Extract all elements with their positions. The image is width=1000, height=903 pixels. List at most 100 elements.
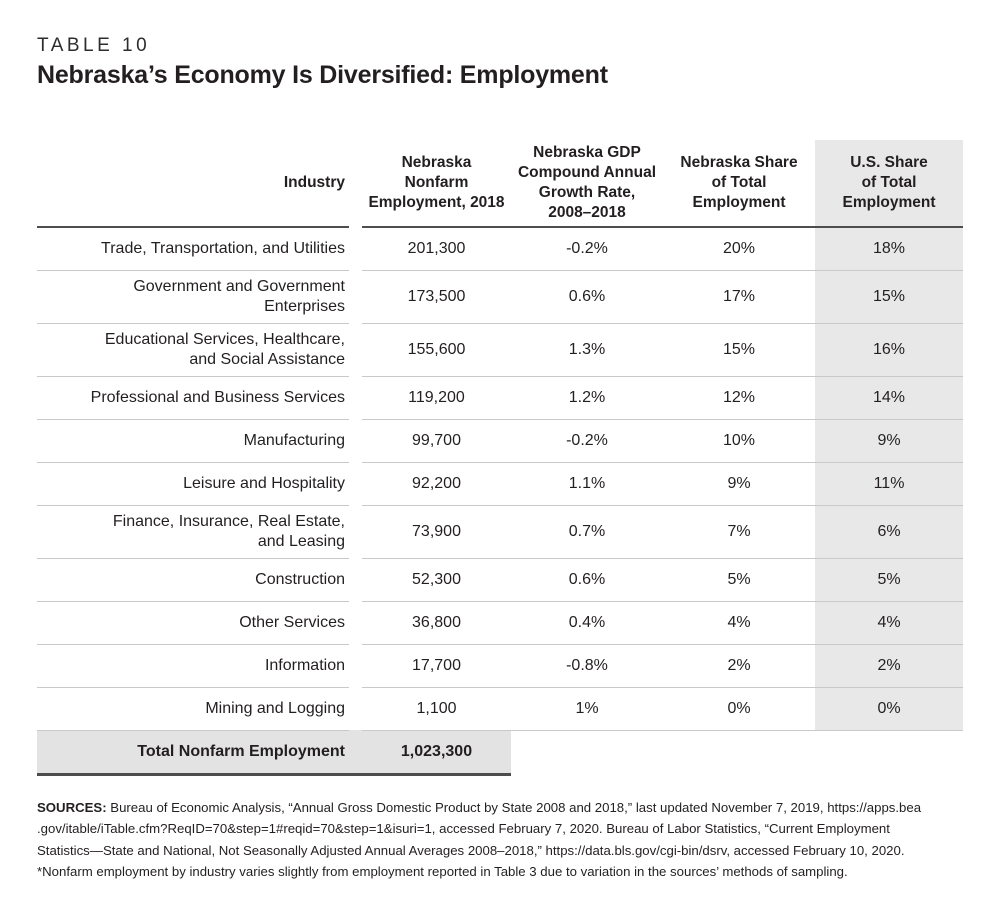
sources-note: SOURCES: Bureau of Economic Analysis, “A… bbox=[37, 797, 963, 883]
total-gap-cell bbox=[349, 730, 362, 776]
ne-share-cell: 9% bbox=[663, 462, 815, 506]
ne-share-cell: 10% bbox=[663, 419, 815, 463]
employment-cell: 52,300 bbox=[362, 558, 511, 602]
column-header-ne-gdp-growth-rate: Nebraska GDP Compound Annual Growth Rate… bbox=[511, 140, 663, 228]
column-header-industry: Industry bbox=[37, 140, 349, 228]
us-share-cell: 9% bbox=[815, 419, 963, 463]
industry-cell: Leisure and Hospitality bbox=[37, 462, 349, 506]
table-row: Mining and Logging 1,100 1% 0% 0% bbox=[37, 687, 963, 731]
table-row: Finance, Insurance, Real Estate, and Lea… bbox=[37, 505, 963, 559]
table-row: Professional and Business Services 119,20… bbox=[37, 376, 963, 420]
table-row: Educational Services, Healthcare, and So… bbox=[37, 323, 963, 377]
industry-cell: Information bbox=[37, 644, 349, 688]
total-blank-cell bbox=[511, 730, 963, 774]
us-share-cell: 5% bbox=[815, 558, 963, 602]
column-header-ne-nonfarm-employment: Nebraska Nonfarm Employment, 2018 bbox=[362, 140, 511, 228]
ne-share-cell: 15% bbox=[663, 323, 815, 377]
total-row: Total Nonfarm Employment 1,023,300 bbox=[37, 730, 963, 776]
table-row: Manufacturing 99,700 -0.2% 10% 9% bbox=[37, 419, 963, 463]
table-title: Nebraska’s Economy Is Diversified: Emplo… bbox=[37, 61, 608, 89]
ne-share-cell: 5% bbox=[663, 558, 815, 602]
industry-cell: Manufacturing bbox=[37, 419, 349, 463]
table-row: Trade, Transportation, and Utilities 201,… bbox=[37, 227, 963, 271]
total-value: 1,023,300 bbox=[362, 730, 511, 776]
column-gap-cell bbox=[349, 644, 362, 687]
total-label: Total Nonfarm Employment bbox=[37, 730, 349, 776]
us-share-cell: 18% bbox=[815, 227, 963, 271]
column-gap bbox=[349, 140, 362, 227]
us-share-cell: 4% bbox=[815, 601, 963, 645]
us-share-cell: 11% bbox=[815, 462, 963, 506]
column-gap-cell bbox=[349, 687, 362, 730]
column-header-us-share: U.S. Share of Total Employment bbox=[815, 140, 963, 228]
employment-cell: 92,200 bbox=[362, 462, 511, 506]
ne-share-cell: 12% bbox=[663, 376, 815, 420]
growth-rate-cell: 1% bbox=[511, 687, 663, 731]
growth-rate-cell: 0.6% bbox=[511, 558, 663, 602]
us-share-cell: 14% bbox=[815, 376, 963, 420]
growth-rate-cell: -0.8% bbox=[511, 644, 663, 688]
industry-cell: Finance, Insurance, Real Estate, and Lea… bbox=[37, 505, 349, 559]
industry-cell: Construction bbox=[37, 558, 349, 602]
us-share-cell: 6% bbox=[815, 505, 963, 559]
industry-cell: Mining and Logging bbox=[37, 687, 349, 731]
growth-rate-cell: 1.3% bbox=[511, 323, 663, 377]
table-row: Other Services 36,800 0.4% 4% 4% bbox=[37, 601, 963, 645]
table-row: Leisure and Hospitality 92,200 1.1% 9% 11% bbox=[37, 462, 963, 506]
employment-cell: 1,100 bbox=[362, 687, 511, 731]
growth-rate-cell: -0.2% bbox=[511, 419, 663, 463]
employment-cell: 119,200 bbox=[362, 376, 511, 420]
employment-cell: 99,700 bbox=[362, 419, 511, 463]
employment-cell: 155,600 bbox=[362, 323, 511, 377]
column-gap-cell bbox=[349, 323, 362, 376]
us-share-cell: 16% bbox=[815, 323, 963, 377]
column-header-ne-share: Nebraska Share of Total Employment bbox=[663, 140, 815, 228]
ne-share-cell: 7% bbox=[663, 505, 815, 559]
ne-share-cell: 20% bbox=[663, 227, 815, 271]
employment-table: Industry Nebraska Nonfarm Employment, 20… bbox=[37, 140, 963, 776]
industry-cell: Educational Services, Healthcare, and So… bbox=[37, 323, 349, 377]
ne-share-cell: 0% bbox=[663, 687, 815, 731]
employment-cell: 201,300 bbox=[362, 227, 511, 271]
industry-cell: Other Services bbox=[37, 601, 349, 645]
growth-rate-cell: 0.6% bbox=[511, 270, 663, 324]
table-row: Government and Government Enterprises 173… bbox=[37, 270, 963, 324]
column-gap-cell bbox=[349, 376, 362, 419]
sources-line: Statistics—State and National, Not Seaso… bbox=[37, 842, 905, 858]
table-eyebrow: TABLE 10 bbox=[37, 35, 151, 56]
ne-share-cell: 2% bbox=[663, 644, 815, 688]
sources-line: SOURCES: Bureau of Economic Analysis, “A… bbox=[37, 797, 963, 819]
us-share-cell: 15% bbox=[815, 270, 963, 324]
column-gap-cell bbox=[349, 419, 362, 462]
employment-cell: 73,900 bbox=[362, 505, 511, 559]
growth-rate-cell: 1.1% bbox=[511, 462, 663, 506]
industry-cell: Trade, Transportation, and Utilities bbox=[37, 227, 349, 271]
table-body: Trade, Transportation, and Utilities 201,… bbox=[37, 227, 963, 731]
sources-line: .gov/itable/iTable.cfm?ReqID=70&step=1#r… bbox=[37, 821, 890, 836]
ne-share-cell: 4% bbox=[663, 601, 815, 645]
industry-cell: Government and Government Enterprises bbox=[37, 270, 349, 324]
column-gap-cell bbox=[349, 601, 362, 644]
sources-label: SOURCES: bbox=[37, 799, 107, 815]
table-row: Construction 52,300 0.6% 5% 5% bbox=[37, 558, 963, 602]
table-row: Information 17,700 -0.8% 2% 2% bbox=[37, 644, 963, 688]
column-gap-cell bbox=[349, 505, 362, 558]
growth-rate-cell: 1.2% bbox=[511, 376, 663, 420]
column-gap-cell bbox=[349, 462, 362, 505]
employment-cell: 17,700 bbox=[362, 644, 511, 688]
growth-rate-cell: 0.7% bbox=[511, 505, 663, 559]
sources-text: Bureau of Economic Analysis, “Annual Gro… bbox=[106, 799, 922, 815]
growth-rate-cell: 0.4% bbox=[511, 601, 663, 645]
employment-cell: 36,800 bbox=[362, 601, 511, 645]
column-gap-cell bbox=[349, 558, 362, 601]
employment-cell: 173,500 bbox=[362, 270, 511, 324]
table-header-row: Industry Nebraska Nonfarm Employment, 20… bbox=[37, 140, 963, 228]
ne-share-cell: 17% bbox=[663, 270, 815, 324]
us-share-cell: 2% bbox=[815, 644, 963, 688]
column-gap-cell bbox=[349, 270, 362, 323]
column-gap-cell bbox=[349, 227, 362, 270]
us-share-cell: 0% bbox=[815, 687, 963, 731]
growth-rate-cell: -0.2% bbox=[511, 227, 663, 271]
footnote-line: *Nonfarm employment by industry varies s… bbox=[37, 864, 848, 879]
